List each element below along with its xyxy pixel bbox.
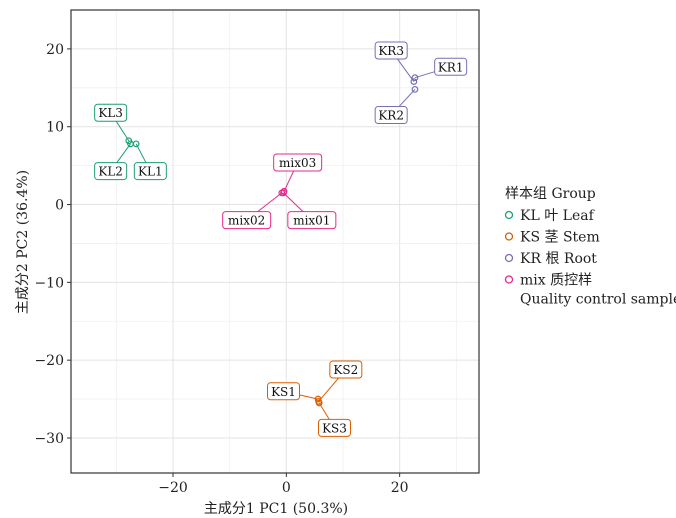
point-label-box xyxy=(273,153,323,172)
point-label: KS2 xyxy=(333,363,358,377)
y-tick-label: −20 xyxy=(34,353,64,369)
point-label-box xyxy=(318,418,351,437)
data-point xyxy=(411,85,419,93)
data-point xyxy=(411,74,419,82)
legend-label: KS 茎 Stem xyxy=(520,230,600,246)
data-point xyxy=(280,187,288,195)
point-label: KR3 xyxy=(378,44,404,58)
legend-key xyxy=(504,275,514,284)
legend-label-line2: Quality control samples xyxy=(520,292,676,308)
y-tick-label: 0 xyxy=(55,198,64,214)
x-tick-label: 20 xyxy=(391,480,409,496)
leader-line xyxy=(283,192,304,212)
point-label-box xyxy=(267,382,300,401)
legend: 样本组 Group KL 叶 Leaf KS 茎 Stem KR 根 Root mix… xyxy=(504,186,676,308)
legend-label: KL 叶 Leaf xyxy=(520,208,596,224)
point-labels: KL1 KL2 KL3 KS1 KS2 KS3 KR1 KR2 KR3 mix01 mix02 mix… xyxy=(94,41,468,437)
grid-lines xyxy=(71,10,479,473)
point-label: KL1 xyxy=(138,165,163,179)
leader-line xyxy=(398,89,416,107)
y-tick-label: −30 xyxy=(34,431,64,447)
point-label-box xyxy=(133,162,167,181)
leader-line xyxy=(135,143,147,163)
leader-line xyxy=(318,377,339,402)
leader-line xyxy=(396,58,415,82)
axis-ticks: −20 0 20 20 10 0 −10 −20 −30 xyxy=(34,42,408,496)
y-axis-title: 主成分2 PC2 (36.4%) xyxy=(15,170,31,314)
leader-line xyxy=(257,192,283,212)
data-point xyxy=(315,399,323,407)
point-label-box xyxy=(94,162,128,181)
x-tick-label: 0 xyxy=(282,480,291,496)
leader-line xyxy=(116,143,131,163)
leader-line xyxy=(414,71,435,79)
legend-entries: KL 叶 Leaf KS 茎 Stem KR 根 Root mix 质控样 Qualit… xyxy=(504,208,676,308)
data-point xyxy=(125,137,133,145)
legend-key xyxy=(504,210,514,220)
y-tick-label: 20 xyxy=(46,42,64,58)
point-label: mix02 xyxy=(228,214,265,228)
point-label: KS3 xyxy=(322,421,347,435)
point-label: KL2 xyxy=(98,165,123,179)
y-tick-label: 10 xyxy=(46,120,64,136)
leader-line xyxy=(115,120,130,142)
point-label-box xyxy=(94,103,128,122)
legend-key xyxy=(504,232,514,241)
point-label-box xyxy=(434,57,468,76)
point-label-box xyxy=(329,360,363,379)
legend-label: mix 质控样 xyxy=(520,273,592,289)
point-label: mix01 xyxy=(293,214,330,228)
point-label-box xyxy=(287,211,337,230)
point-label: KR2 xyxy=(378,109,404,123)
point-label-box xyxy=(374,106,408,125)
point-label: KL3 xyxy=(98,106,123,120)
legend-title: 样本组 Group xyxy=(505,186,596,202)
point-label-box xyxy=(374,41,408,60)
point-label: mix03 xyxy=(279,156,316,170)
plot-panel-border xyxy=(70,9,480,474)
leader-line xyxy=(283,170,295,192)
point-label-box xyxy=(222,211,272,230)
y-tick-label: −10 xyxy=(34,275,64,291)
point-label: KR1 xyxy=(438,60,464,74)
data-point xyxy=(410,78,418,85)
data-points xyxy=(115,58,435,420)
point-label: KS1 xyxy=(271,385,296,399)
x-tick-label: −20 xyxy=(158,480,188,496)
legend-key xyxy=(504,253,514,263)
x-axis-title: 主成分1 PC1 (50.3%) xyxy=(204,501,348,517)
legend-label: KR 根 Root xyxy=(520,251,597,267)
